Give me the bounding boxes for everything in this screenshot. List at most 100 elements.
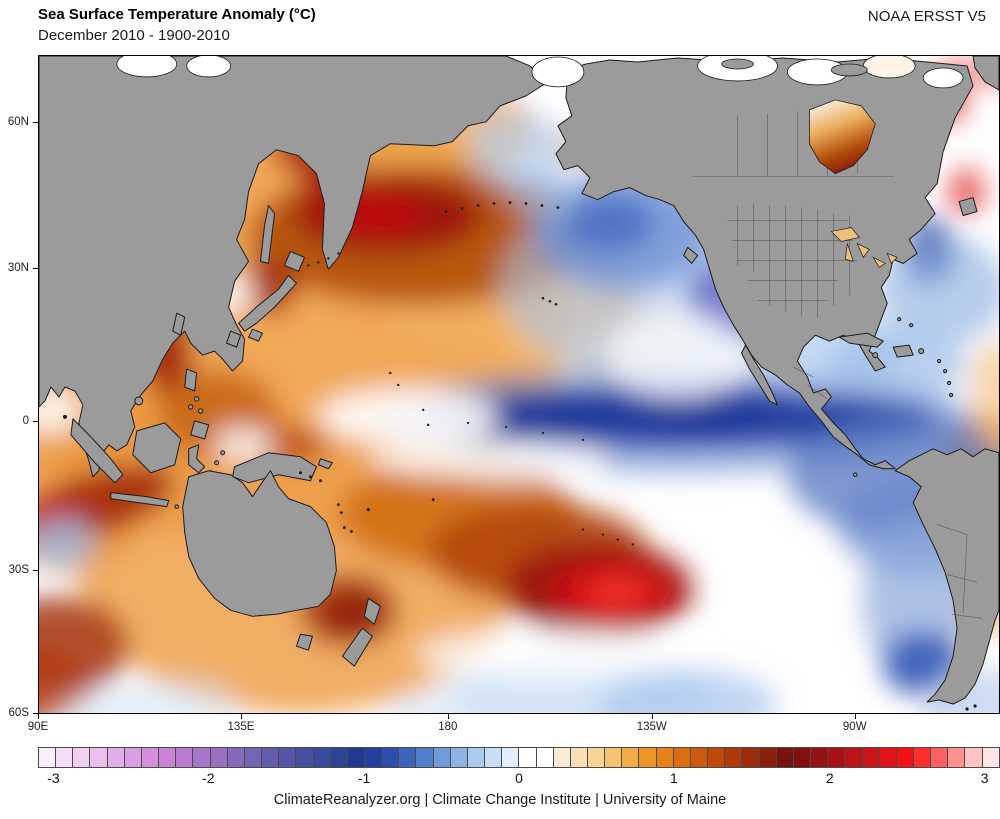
lat-tick-label: 30S [8, 563, 29, 576]
colorbar-cell [965, 748, 983, 767]
colorbar-cells [39, 748, 999, 767]
colorbar-cell [656, 748, 674, 767]
colorbar-tick-label: -3 [47, 770, 60, 786]
landmass-north-america [555, 57, 974, 470]
colorbar-cell [913, 748, 932, 767]
colorbar-cell [828, 748, 846, 767]
colorbar-cell [107, 748, 125, 767]
political-borders-layer [692, 111, 983, 619]
colorbar-cell [450, 748, 468, 767]
colorbar-cell [159, 748, 177, 767]
land-layer [39, 56, 999, 711]
colorbar-cell [639, 748, 657, 767]
lon-tick-label: 135E [227, 721, 255, 733]
colorbar-cell [622, 748, 640, 767]
lat-tick-label: 60N [7, 116, 29, 129]
lat-tick-mark [33, 569, 38, 571]
page-subtitle: December 2010 - 1900-2010 [38, 27, 230, 44]
colorbar-tick-label: 0 [515, 770, 523, 786]
colorbar-cell [467, 748, 486, 767]
colorbar-cell [811, 748, 829, 767]
colorbar-cell [982, 748, 999, 767]
colorbar-cell [347, 748, 365, 767]
colorbar-cell [176, 748, 194, 767]
lon-tick-label: 135W [636, 721, 667, 733]
colorbar-cell [433, 748, 451, 767]
colorbar-cell [90, 748, 108, 767]
colorbar-cell [519, 748, 537, 767]
latitude-axis: 60N 30N 0 30S 60S [0, 55, 38, 719]
lon-tick-label: 90E [27, 721, 49, 733]
colorbar-cell [553, 748, 571, 767]
colorbar-cell [330, 748, 348, 767]
landmass-south-america [894, 448, 999, 705]
colorbar-cell [502, 748, 520, 767]
colorbar-cell [399, 748, 417, 767]
colorbar [38, 747, 1000, 768]
colorbar-cell [862, 748, 880, 767]
longitude-axis: 90E 135E 180 135W 90W [28, 714, 1000, 738]
lon-tick-mark [38, 714, 39, 719]
lon-tick-mark [651, 714, 653, 719]
lon-tick-mark [240, 714, 242, 719]
colorbar-cell [896, 748, 914, 767]
colorbar-cell [759, 748, 777, 767]
page-title: Sea Surface Temperature Anomaly (°C) [38, 6, 316, 23]
lon-tick-mark [854, 714, 856, 719]
colorbar-cell [879, 748, 897, 767]
colorbar-cell [39, 748, 57, 767]
dataset-source-label: NOAA ERSST V5 [867, 8, 986, 25]
colorbar-cell [948, 748, 966, 767]
colorbar-cell [793, 748, 812, 767]
colorbar-cell [485, 748, 503, 767]
inland-water-layer [116, 56, 964, 268]
colorbar-cell [742, 748, 760, 767]
lat-tick-label: 30N [7, 261, 29, 274]
colorbar-cell [416, 748, 434, 767]
colorbar-cell [845, 748, 863, 767]
colorbar-cell [279, 748, 297, 767]
colorbar-cell [690, 748, 709, 767]
colorbar-cell [56, 748, 74, 767]
lon-tick-label: 90W [842, 721, 867, 733]
colorbar-cell [262, 748, 280, 767]
colorbar-cell [244, 748, 263, 767]
landmass-eurasia [39, 56, 549, 478]
lat-tick-label: 60S [8, 706, 29, 719]
colorbar-cell [124, 748, 142, 767]
colorbar-cell [605, 748, 623, 767]
colorbar-cell [725, 748, 743, 767]
colorbar-tick-label: 2 [825, 770, 834, 786]
colorbar-cell [776, 748, 794, 767]
colorbar-cell [210, 748, 228, 767]
colorbar-cell [931, 748, 949, 767]
colorbar-tick-label: 3 [980, 770, 989, 786]
lat-tick-label: 0 [22, 414, 29, 427]
colorbar-cell [73, 748, 91, 767]
colorbar-cell [296, 748, 314, 767]
lon-tick-label: 180 [438, 721, 458, 733]
colorbar-tick-label: 1 [669, 770, 678, 786]
colorbar-cell [364, 748, 383, 767]
colorbar-cell [570, 748, 588, 767]
colorbar-tick-label: -1 [357, 770, 371, 786]
colorbar-cell [193, 748, 211, 767]
colorbar-tick-labels: -3 -2 -1 0 1 2 3 [38, 770, 1000, 788]
lat-tick-mark [33, 122, 38, 124]
sst-anomaly-map [38, 55, 1000, 714]
lat-tick-mark [33, 712, 38, 714]
colorbar-cell [313, 748, 331, 767]
map-canvas [39, 56, 999, 713]
colorbar-cell [227, 748, 245, 767]
colorbar-cell [588, 748, 606, 767]
footer-credit: ClimateReanalyzer.org | Climate Change I… [273, 792, 727, 808]
lat-tick-mark [33, 267, 38, 269]
colorbar-tick-label: -2 [202, 770, 215, 786]
lat-tick-mark [33, 420, 38, 422]
colorbar-cell [708, 748, 726, 767]
colorbar-cell [536, 748, 554, 767]
colorbar-cell [141, 748, 160, 767]
lon-tick-mark [447, 714, 449, 719]
colorbar-cell [673, 748, 691, 767]
landmass-australia [182, 470, 337, 617]
